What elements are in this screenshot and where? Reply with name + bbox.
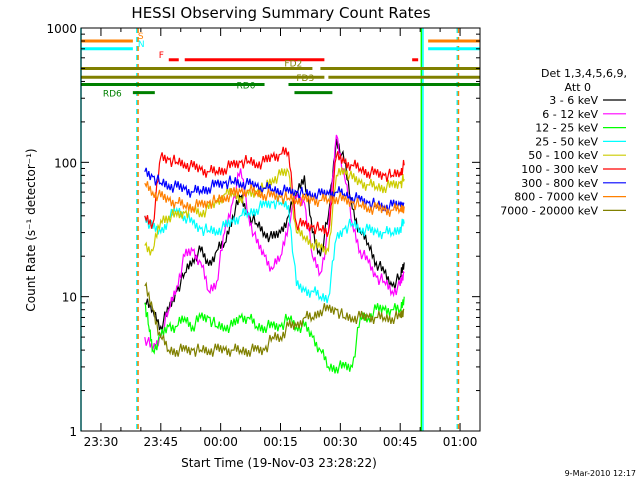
y-tick-label-2: 100 [54, 156, 77, 170]
flag-label-rd6: RD6 [103, 90, 122, 100]
legend-header-line-2: Att 0 [565, 81, 591, 94]
flag-label-rd0: RD0 [237, 81, 256, 91]
x-tick-label-1: 23:45 [144, 435, 179, 449]
series-line-6-12-kev [144, 134, 405, 351]
chart-title: HESSI Observing Summary Count Rates [131, 4, 430, 22]
legend-label-100-300-kev: 100 - 300 keV [521, 163, 598, 176]
legend-header-line-1: Det 1,3,4,5,6,9, [541, 67, 627, 80]
flag-label-fd2: FD2 [284, 59, 302, 69]
flag-label-fd3: FD3 [296, 74, 314, 84]
series-line-100-300-kev [144, 146, 405, 237]
legend-label-50-100-kev: 50 - 100 keV [528, 149, 598, 162]
series-line-12-25-kev [144, 296, 405, 374]
data-series [144, 134, 405, 374]
legend-label-12-25-kev: 12 - 25 keV [535, 122, 598, 135]
x-tick-label-5: 00:45 [383, 435, 418, 449]
series-line-3-6-kev [144, 138, 405, 331]
legend-label-300-800-kev: 300 - 800 keV [521, 177, 598, 190]
attenuator-flags: SN F FD2 FD3 RD0 RD6 [81, 32, 480, 100]
x-axis-label: Start Time (19-Nov-03 23:28:22) [181, 456, 377, 470]
y-tick-label-3: 1000 [46, 22, 77, 36]
legend-label-800-7000-kev: 800 - 7000 keV [514, 191, 598, 204]
footer-date: 9-Mar-2010 12:17 [565, 469, 636, 478]
y-tick-label-1: 10 [62, 291, 77, 305]
x-tick-label-3: 00:15 [263, 435, 298, 449]
series-line-800-7000-kev [144, 181, 405, 217]
series-line-7000-20000-kev [144, 281, 405, 357]
axes-ticks: 23:30 23:45 00:00 00:15 00:30 00:45 01:00 1 10 10… [46, 22, 481, 449]
legend-label-3-6-kev: 3 - 6 keV [549, 94, 598, 107]
y-axis-label: Count Rate (s⁻¹ detector⁻¹) [24, 148, 38, 311]
x-tick-label-0: 23:30 [84, 435, 119, 449]
x-tick-label-4: 00:30 [323, 435, 358, 449]
y-tick-label-0: 1 [69, 425, 77, 439]
legend-label-25-50-kev: 25 - 50 keV [535, 135, 598, 148]
x-tick-label-2: 00:00 [203, 435, 238, 449]
flag-label-f: F [159, 51, 164, 61]
legend-label-7000-20000-kev: 7000 - 20000 keV [500, 204, 598, 217]
legend-label-6-12-kev: 6 - 12 keV [542, 108, 598, 121]
flag-label-s: S [138, 32, 144, 42]
flag-label-n: N [138, 40, 145, 50]
series-line-50-100-kev [144, 167, 405, 256]
x-tick-label-6: 01:00 [443, 435, 478, 449]
